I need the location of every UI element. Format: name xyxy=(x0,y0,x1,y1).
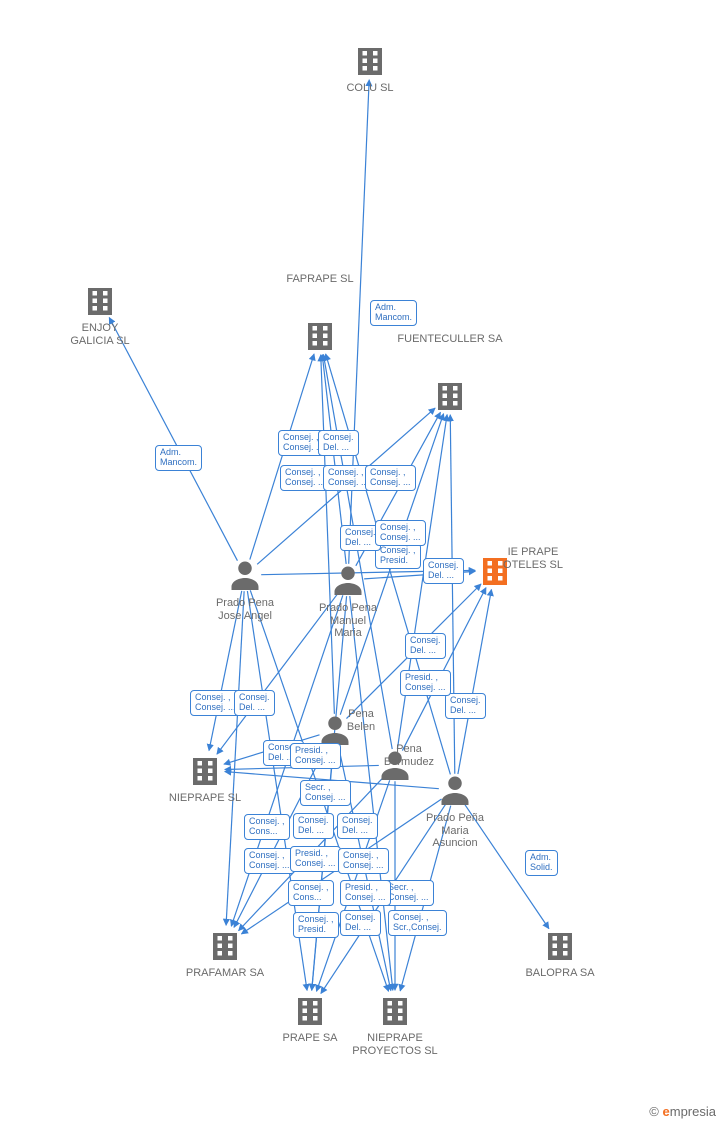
node-label: PRAFAMAR SA xyxy=(155,967,295,980)
edge-jose-enjoy xyxy=(109,318,237,561)
person-icon xyxy=(437,772,473,808)
edge-label-belen-prape_hot: Consej. Del. ... xyxy=(445,693,486,719)
building-icon xyxy=(292,992,328,1028)
edge-label-belen-prape_sa: Consej. , Cons... xyxy=(288,880,334,906)
node-label: NIEPRAPE PROYECTOS SL xyxy=(325,1032,465,1057)
edge-label-manuel-nieprape_pr: Secr. , Consej. ... xyxy=(383,880,434,906)
edge-label-asuncion-prafamar: Consej. Del. ... xyxy=(337,813,378,839)
node-label: Prado Pena Manuel Maria xyxy=(278,602,418,640)
edge-label-asuncion-balopra: Adm. Solid. xyxy=(525,850,558,876)
edge-jose-faprape xyxy=(250,354,314,560)
edge-label-bermudez-prafamar: Consej. Del. ... xyxy=(293,813,334,839)
building-node-prape_hot[interactable]: IE PRAPE OTELES SL xyxy=(477,552,513,588)
building-node-nieprape_sl[interactable]: NIEPRAPE SL xyxy=(187,752,223,788)
person-icon xyxy=(227,557,263,593)
building-node-prafamar[interactable]: PRAFAMAR SA xyxy=(207,927,243,963)
node-label: Pena Bermudez xyxy=(339,743,479,768)
edge-label-asuncion-fuente: Consej. Del. ... xyxy=(405,633,446,659)
edge-label-asuncion-faprape: Consej. , Consej. ... xyxy=(365,465,416,491)
building-icon xyxy=(542,927,578,963)
building-icon xyxy=(187,752,223,788)
building-node-prape_sa[interactable]: PRAPE SA xyxy=(292,992,328,1028)
person-node-asuncion[interactable]: Prado Peña Maria Asuncion xyxy=(437,772,473,808)
building-node-colu[interactable]: COLU SL xyxy=(352,42,388,78)
node-label: BALOPRA SA xyxy=(490,967,630,980)
building-icon xyxy=(377,992,413,1028)
building-icon xyxy=(352,42,388,78)
building-icon xyxy=(82,282,118,318)
building-node-faprape[interactable]: FAPRAPE SL xyxy=(302,317,338,353)
node-label: Prado Peña Maria Asuncion xyxy=(385,812,525,850)
building-node-nieprape_pr[interactable]: NIEPRAPE PROYECTOS SL xyxy=(377,992,413,1028)
edge-label-belen-nieprape_pr: Presid. , Consej. ... xyxy=(340,880,391,906)
brand-rest: mpresia xyxy=(670,1104,716,1119)
person-node-bermudez[interactable]: Pena Bermudez xyxy=(377,747,413,783)
building-node-fuente[interactable]: FUENTECULLER SA xyxy=(432,377,468,413)
node-label: FAPRAPE SL xyxy=(250,273,390,286)
person-node-manuel[interactable]: Prado Pena Manuel Maria xyxy=(330,562,366,598)
building-icon xyxy=(207,927,243,963)
person-node-jose[interactable]: Prado Pena Jose Angel xyxy=(227,557,263,593)
edge-label-manuel-colu: Adm. Mancom. xyxy=(370,300,417,326)
building-icon xyxy=(302,317,338,353)
edge-label-bermudez-fuente: Consej. Del. ... xyxy=(423,558,464,584)
node-label: NIEPRAPE SL xyxy=(135,792,275,805)
edge-label-belen-fuente: Consej. , Consej. ... xyxy=(375,520,426,546)
node-label: ENJOY GALICIA SL xyxy=(30,322,170,347)
building-node-enjoy[interactable]: ENJOY GALICIA SL xyxy=(82,282,118,318)
edge-label-jose-nieprape_pr: Consej. , Consej. ... xyxy=(338,848,389,874)
node-label: Pena Belen xyxy=(291,708,431,733)
node-label: COLU SL xyxy=(300,82,440,95)
building-icon xyxy=(432,377,468,413)
edge-label-jose-enjoy: Adm. Mancom. xyxy=(155,445,202,471)
node-label: IE PRAPE OTELES SL xyxy=(463,546,603,571)
edge-label-bermudez-prape_sa: Consej. , Presid. xyxy=(293,912,339,938)
edge-label-asuncion-prape_sa: Consej. Del. ... xyxy=(340,910,381,936)
edge-label-belen-prafamar: Secr. , Consej. ... xyxy=(300,780,351,806)
footer-attribution: © empresia xyxy=(649,1104,716,1119)
building-node-balopra[interactable]: BALOPRA SA xyxy=(542,927,578,963)
copyright-symbol: © xyxy=(649,1104,659,1119)
edge-label-manuel-faprape: Consej. Del. ... xyxy=(318,430,359,456)
edge-label-jose-nieprape_sl: Consej. , Consej. ... xyxy=(190,690,241,716)
edge-label-jose-prafamar: Consej. , Consej. ... xyxy=(244,848,295,874)
edge-label-jose-prape_sa: Consej. , Cons... xyxy=(244,814,290,840)
edge-label-manuel-fuente: Consej. , Presid. xyxy=(375,543,421,569)
edge-asuncion-fuente xyxy=(450,415,455,774)
edge-label-manuel-prafamar: Presid. , Consej. ... xyxy=(290,743,341,769)
edge-label-bermudez-nieprape_pr: Consej. , Scr.,Consej. xyxy=(388,910,447,936)
node-label: FUENTECULLER SA xyxy=(380,333,520,346)
edge-label-bermudez-prape_hot: Presid. , Consej. ... xyxy=(400,670,451,696)
person-icon xyxy=(330,562,366,598)
edge-label-manuel-prape_sa: Presid. , Consej. ... xyxy=(290,846,341,872)
edge-label-manuel-nieprape_sl: Consej. Del. ... xyxy=(234,690,275,716)
brand-initial: e xyxy=(663,1104,670,1119)
